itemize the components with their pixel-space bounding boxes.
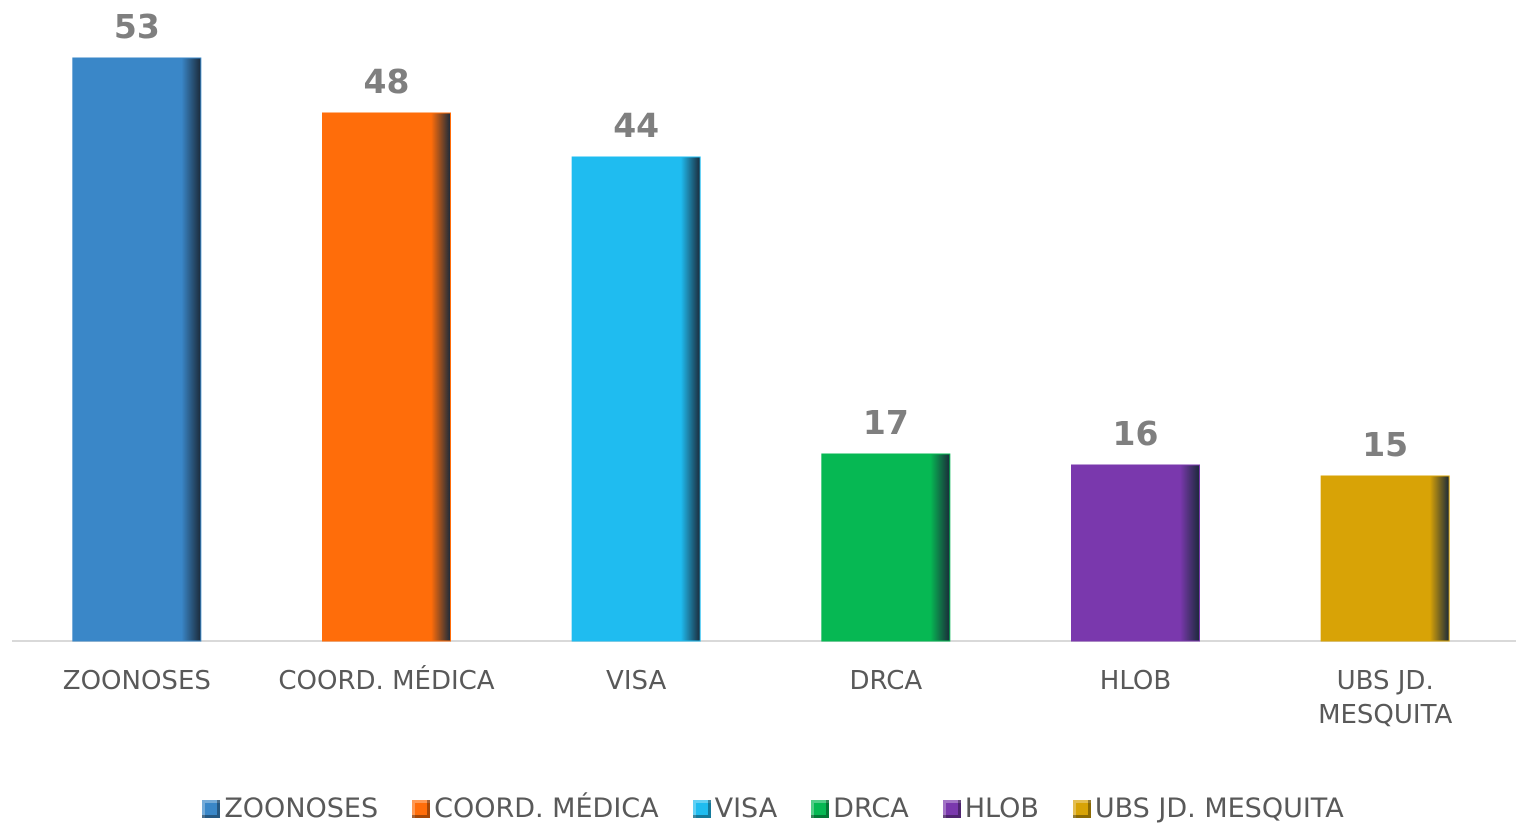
bar (322, 112, 451, 642)
x-tick-label: DRCA (849, 666, 923, 696)
bar (821, 453, 951, 642)
legend-item: UBS JD. MESQUITA (1072, 793, 1344, 824)
legend-label: ZOONOSES (224, 793, 379, 824)
bar (1320, 475, 1450, 642)
legend-swatch (942, 799, 961, 818)
legend-label: HLOB (964, 793, 1039, 824)
legend-swatch (692, 799, 711, 818)
legend-label: UBS JD. MESQUITA (1094, 793, 1344, 824)
legend-swatch (412, 799, 431, 818)
value-label: 15 (1362, 425, 1408, 464)
legend-label: DRCA (833, 793, 909, 824)
legend-item: COORD. MÉDICA (412, 793, 659, 824)
x-tick-label: UBS JD. MESQUITA (1318, 666, 1453, 730)
x-tick-label: ZOONOSES (62, 666, 211, 696)
x-tick-label: COORD. MÉDICA (278, 666, 495, 696)
value-label: 53 (114, 7, 160, 46)
legend-swatch (1072, 799, 1091, 818)
value-label: 48 (364, 62, 410, 101)
legend-swatch (811, 799, 830, 818)
legend-item: VISA (692, 793, 778, 824)
legend-item: ZOONOSES (202, 793, 378, 824)
legend-swatch (202, 799, 221, 818)
value-label: 17 (863, 403, 909, 442)
bar (1071, 464, 1200, 642)
bar (72, 57, 202, 642)
x-tick-label: VISA (606, 666, 667, 696)
legend-label: COORD. MÉDICA (434, 793, 659, 824)
value-label: 44 (613, 106, 659, 145)
value-label: 16 (1113, 414, 1159, 453)
legend-item: HLOB (942, 793, 1039, 824)
bar (571, 156, 701, 642)
legend: ZOONOSES COORD. MÉDICA VISA DRCA HLOB UBS JD.… (0, 793, 1516, 824)
x-tick-label: HLOB (1099, 666, 1172, 696)
legend-label: VISA (714, 793, 778, 824)
legend-item: DRCA (811, 793, 909, 824)
